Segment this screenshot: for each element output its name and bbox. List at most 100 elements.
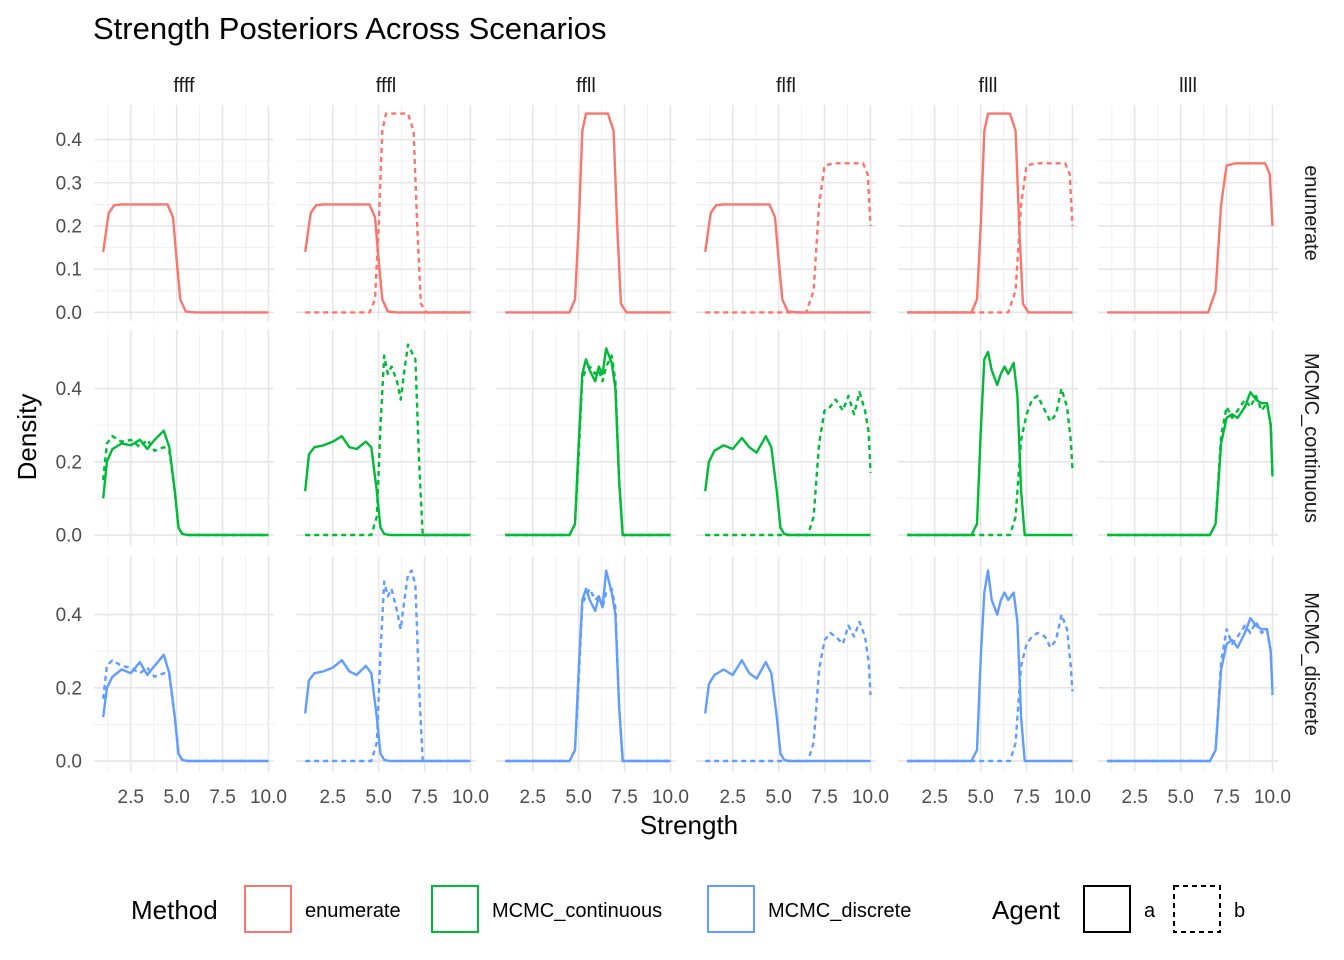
density-line-enumerate-flfl-agent-a xyxy=(704,203,871,314)
row-strip-label: MCMC_discrete xyxy=(1300,592,1322,735)
chart-title: Strength Posteriors Across Scenarios xyxy=(93,11,606,46)
panel-enumerate-ffff xyxy=(94,105,274,321)
x-tick-label: 2.5 xyxy=(118,787,144,808)
y-tick-label: 0.0 xyxy=(56,526,82,547)
panel-enumerate-flll xyxy=(898,105,1078,321)
density-line-MCMC_continuous-flfl-agent-a xyxy=(704,435,871,537)
density-line-MCMC_discrete-flfl-agent-a xyxy=(704,659,871,763)
column-strip-label: ffll xyxy=(576,75,596,97)
column-strip-label: ffff xyxy=(173,75,195,97)
y-tick-label: 0.3 xyxy=(56,173,82,194)
row-strip-label: MCMC_continuous xyxy=(1300,353,1322,523)
density-line-enumerate-llll-agent-a xyxy=(1107,162,1274,314)
density-line-enumerate-flll-agent-a xyxy=(907,112,1073,314)
density-line-MCMC_discrete-ffff-agent-b xyxy=(102,659,269,763)
panel-enumerate-flfl xyxy=(696,105,876,321)
y-axis-title: Density xyxy=(12,394,42,481)
x-tick-label: 7.5 xyxy=(411,787,437,808)
legend-method-label: MCMC_continuous xyxy=(492,900,662,922)
panel-enumerate-ffll xyxy=(496,105,676,321)
row-strip-label: enumerate xyxy=(1300,165,1322,261)
panel-MCMC_continuous-llll xyxy=(1098,330,1278,546)
panel-MCMC_discrete-ffff xyxy=(94,556,274,772)
density-line-MCMC_continuous-fffl-agent-b xyxy=(305,343,471,537)
density-line-MCMC_continuous-ffll-agent-b xyxy=(505,354,671,537)
panel-MCMC_discrete-flfl xyxy=(696,556,876,772)
density-line-enumerate-flfl-agent-b xyxy=(705,162,872,314)
density-line-MCMC_discrete-flfl-agent-b xyxy=(705,620,872,763)
x-tick-label: 10.0 xyxy=(1254,787,1291,808)
y-tick-label: 0.2 xyxy=(56,452,82,473)
x-tick-label: 7.5 xyxy=(1213,787,1239,808)
x-tick-label: 10.0 xyxy=(452,787,489,808)
panel-MCMC_discrete-ffll xyxy=(496,556,676,772)
density-line-MCMC_continuous-flll-agent-a xyxy=(907,350,1073,537)
panel-MCMC_discrete-flll xyxy=(898,556,1078,772)
density-line-MCMC_discrete-llll-agent-a xyxy=(1107,617,1274,763)
density-line-enumerate-ffll-agent-a xyxy=(505,112,671,314)
legend-key-agent-b xyxy=(1173,885,1221,933)
density-line-MCMC_continuous-ffff-agent-b xyxy=(102,435,269,537)
x-tick-label: 5.0 xyxy=(365,787,391,808)
panel-enumerate-llll xyxy=(1098,105,1278,321)
legend-method-label: MCMC_discrete xyxy=(768,900,911,922)
panel-MCMC_continuous-flll xyxy=(898,330,1078,546)
x-tick-label: 2.5 xyxy=(520,787,546,808)
x-tick-label: 7.5 xyxy=(611,787,637,808)
legend-key-enumerate xyxy=(244,885,292,933)
legend-agent-title: Agent xyxy=(992,895,1061,925)
column-strip-label: llll xyxy=(1179,75,1197,97)
panel-MCMC_continuous-flfl xyxy=(696,330,876,546)
x-tick-label: 5.0 xyxy=(163,787,189,808)
column-strip-label: fffl xyxy=(376,75,396,97)
y-tick-label: 0.4 xyxy=(56,379,83,400)
y-tick-label: 0.1 xyxy=(56,260,82,281)
density-line-enumerate-fffl-agent-a xyxy=(304,203,471,314)
legend-agent-label: a xyxy=(1144,900,1156,922)
density-line-enumerate-flll-agent-b xyxy=(907,162,1074,314)
x-tick-label: 10.0 xyxy=(250,787,287,808)
legend: Method enumerate MCMC_continuous MCMC_discr… xyxy=(131,885,1245,933)
x-tick-label: 7.5 xyxy=(1013,787,1039,808)
density-line-MCMC_discrete-fffl-agent-a xyxy=(304,659,471,763)
legend-key-MCMC_discrete xyxy=(707,885,755,933)
x-tick-label: 2.5 xyxy=(922,787,948,808)
density-line-MCMC_discrete-flll-agent-b xyxy=(907,613,1074,763)
legend-key-agent-a xyxy=(1083,885,1131,933)
y-tick-label: 0.0 xyxy=(56,752,82,773)
legend-key-MCMC_continuous xyxy=(431,885,479,933)
x-tick-label: 5.0 xyxy=(1167,787,1193,808)
panel-MCMC_continuous-ffll xyxy=(496,330,676,546)
density-line-MCMC_discrete-ffll-agent-b xyxy=(505,587,671,763)
y-tick-label: 0.2 xyxy=(56,678,82,699)
panel-MCMC_continuous-fffl xyxy=(296,330,476,546)
panel-MCMC_discrete-llll xyxy=(1098,556,1278,772)
density-line-MCMC_continuous-ffff-agent-a xyxy=(102,429,269,537)
x-tick-label: 10.0 xyxy=(1054,787,1091,808)
legend-agent-label: b xyxy=(1234,900,1245,922)
density-line-MCMC_continuous-fffl-agent-a xyxy=(304,435,471,537)
density-line-MCMC_continuous-flll-agent-b xyxy=(907,387,1074,537)
legend-method-label: enumerate xyxy=(305,900,401,922)
x-tick-label: 10.0 xyxy=(852,787,889,808)
y-tick-label: 0.4 xyxy=(56,130,83,151)
x-tick-label: 2.5 xyxy=(720,787,746,808)
column-strip-label: flfl xyxy=(776,75,796,97)
panel-enumerate-fffl xyxy=(296,105,476,321)
panel-MCMC_discrete-fffl xyxy=(296,556,476,772)
x-tick-label: 10.0 xyxy=(652,787,689,808)
x-axis-title: Strength xyxy=(640,810,738,840)
y-tick-label: 0.4 xyxy=(56,605,83,626)
x-tick-label: 5.0 xyxy=(765,787,791,808)
x-tick-label: 2.5 xyxy=(320,787,346,808)
x-tick-label: 7.5 xyxy=(811,787,837,808)
y-tick-label: 0.0 xyxy=(56,303,82,324)
density-line-MCMC_continuous-llll-agent-b xyxy=(1107,394,1274,537)
x-tick-label: 5.0 xyxy=(967,787,993,808)
density-line-MCMC_discrete-ffff-agent-a xyxy=(102,653,269,763)
density-line-MCMC_discrete-flll-agent-a xyxy=(907,569,1073,763)
column-strip-label: flll xyxy=(979,75,998,97)
density-line-MCMC_continuous-flfl-agent-b xyxy=(705,391,872,537)
x-tick-label: 7.5 xyxy=(209,787,235,808)
